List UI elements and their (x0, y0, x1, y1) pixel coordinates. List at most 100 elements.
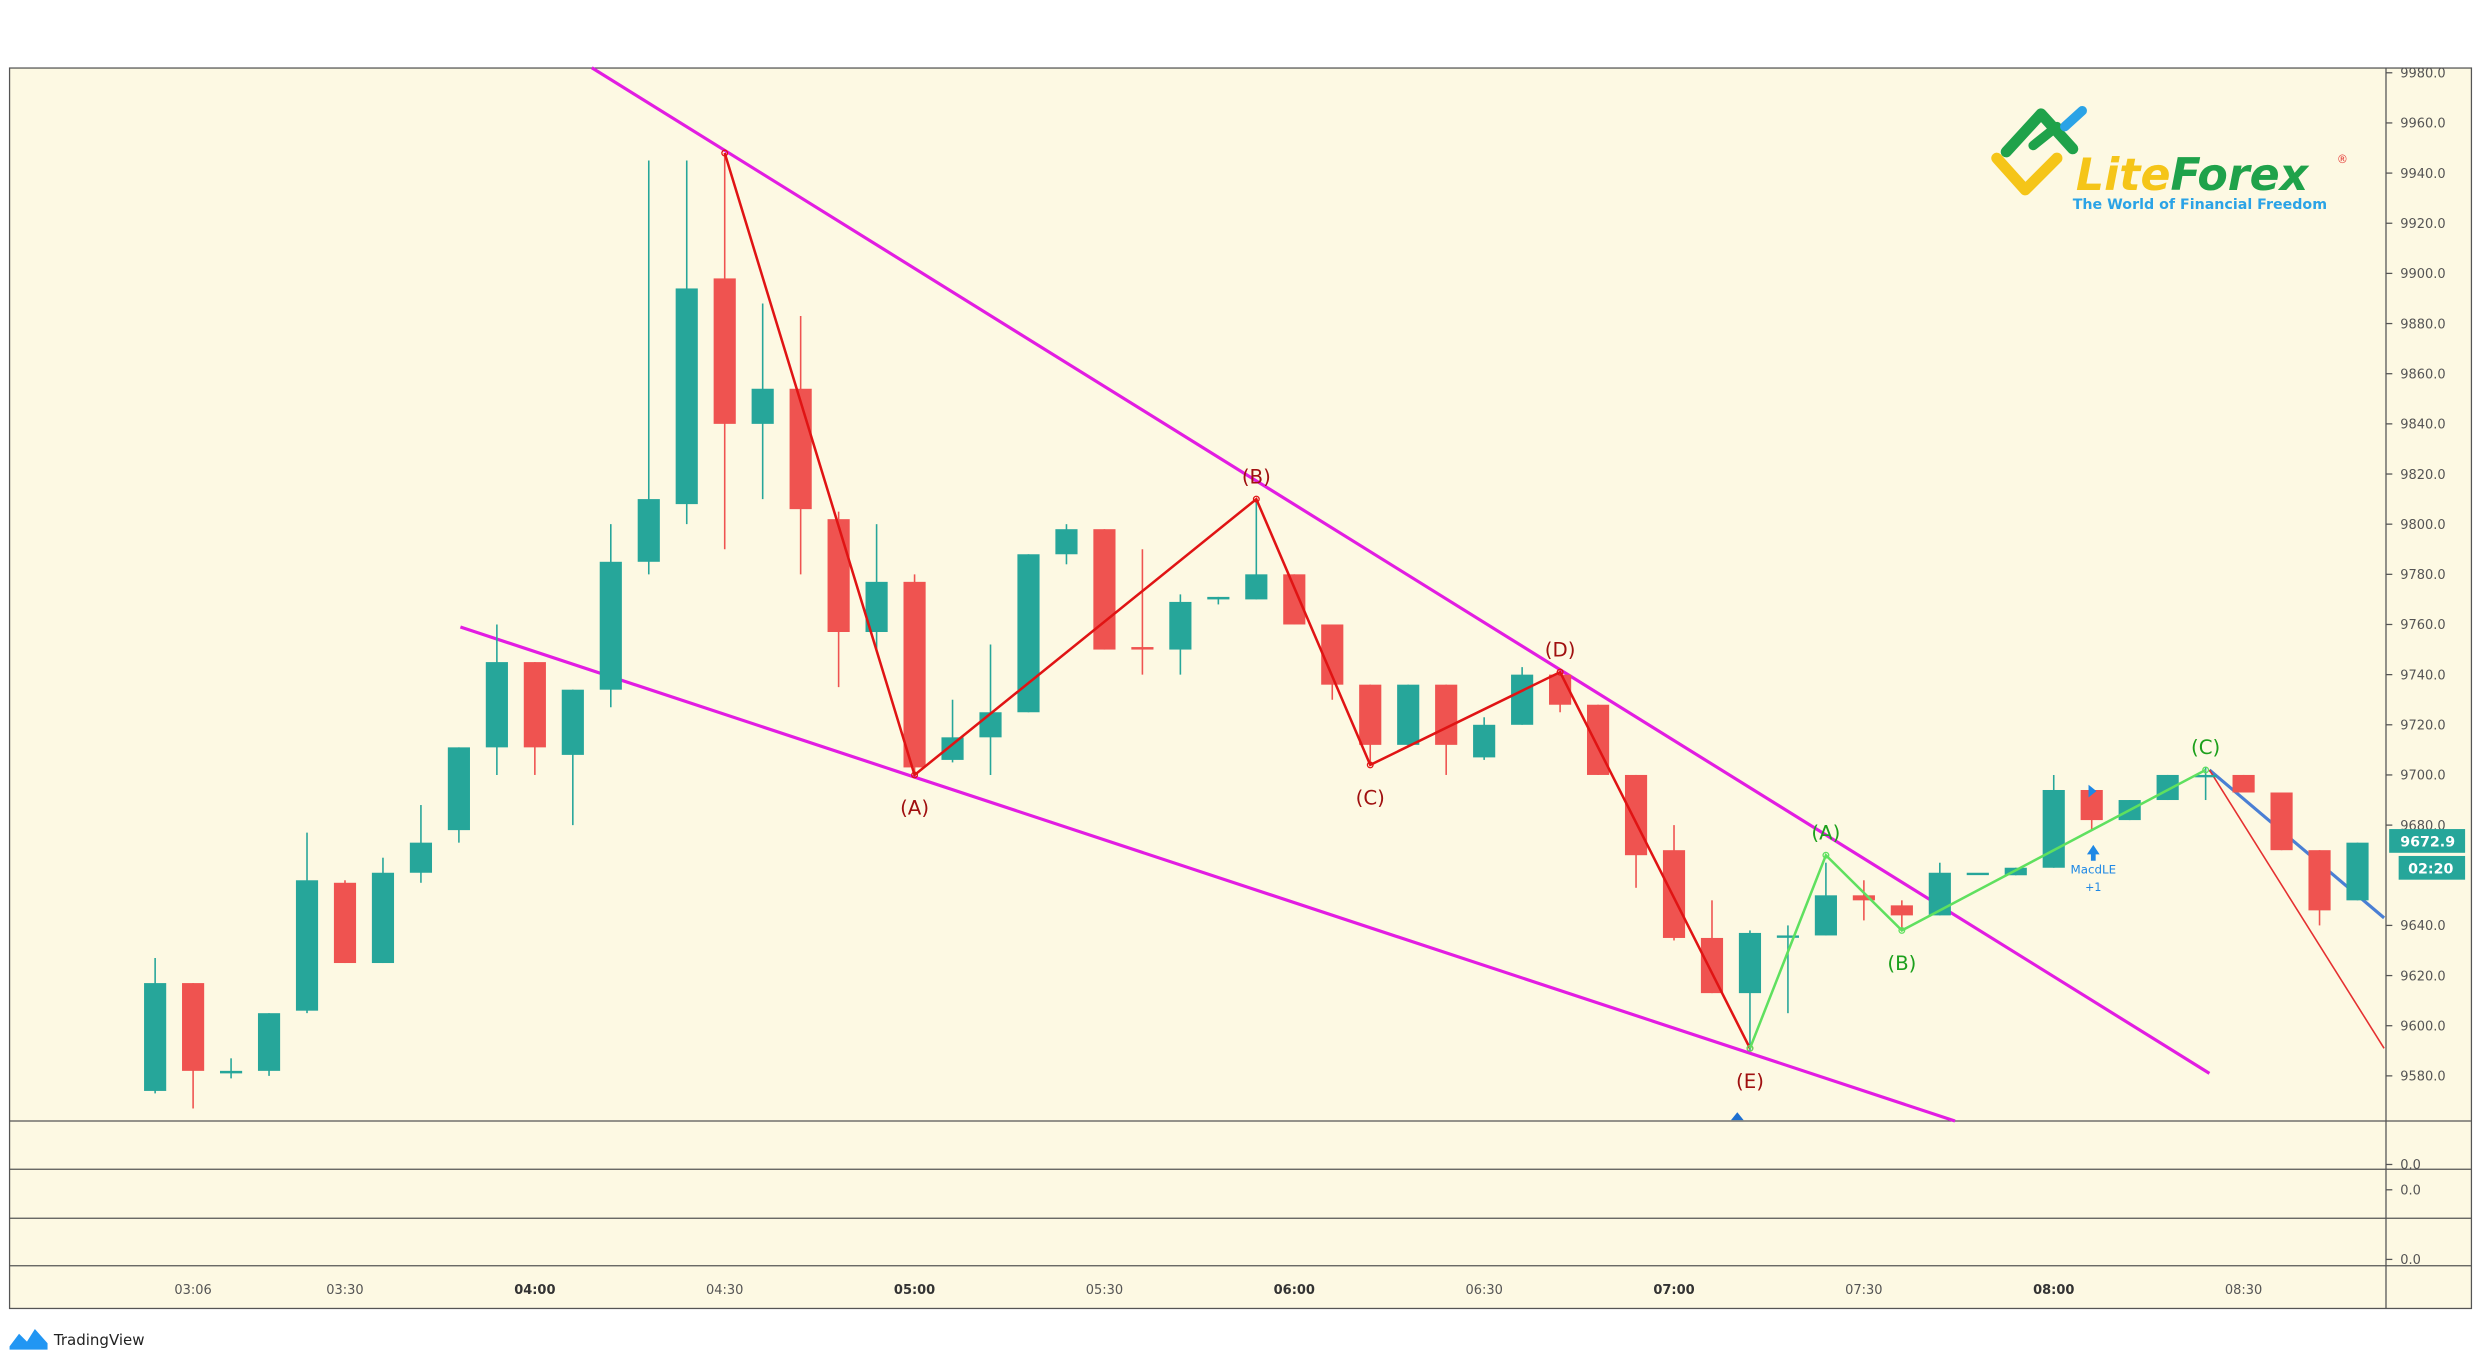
subpane-axis: 0.0 0.0 0.0 (2385, 1158, 2421, 1268)
tradingview-brand[interactable]: TradingView (9, 1329, 145, 1350)
candle (371, 857, 395, 964)
tradingview-label: TradingView (53, 1331, 145, 1349)
logo-name: LiteForex (2076, 150, 2310, 201)
price-tick-label: 9820.0 (2400, 468, 2445, 483)
candle (2080, 789, 2103, 831)
candle-body (713, 278, 736, 424)
candle-body (1131, 647, 1154, 650)
candle (333, 880, 357, 964)
price-tick-label: 9600.0 (2400, 1019, 2445, 1034)
candle (219, 1058, 243, 1079)
candle-body (144, 983, 167, 1091)
candle-body (827, 519, 850, 633)
countdown-label: 02:20 (2408, 861, 2453, 877)
candle-body (1700, 937, 1724, 994)
price-tick-label: 9780.0 (2400, 568, 2445, 583)
wave-point (721, 149, 729, 157)
candle (1207, 596, 1230, 605)
time-tick-label: 05:00 (894, 1283, 935, 1298)
time-tick-label: 04:00 (514, 1283, 555, 1298)
candle-body (1624, 774, 1648, 856)
wave-point (911, 771, 919, 779)
candle-body (1093, 529, 1116, 650)
candle (1814, 862, 1837, 936)
wave-label: (C) (2191, 736, 2220, 759)
candle-body (1283, 574, 1306, 625)
candle-body (561, 689, 584, 755)
time-tick-label: 07:30 (1845, 1283, 1882, 1298)
candle (1397, 684, 1420, 748)
thin-red-line[interactable] (2208, 769, 2385, 1049)
subpane-tick-label: 0.0 (2400, 1158, 2421, 1173)
time-tick-label: 04:30 (706, 1283, 743, 1298)
candle (1169, 594, 1192, 675)
wave-point (1746, 1044, 1754, 1052)
candle-body (1738, 932, 1762, 994)
logo-tagline: The World of Financial Freedom (2073, 197, 2327, 213)
candle (599, 524, 622, 708)
candle-body (751, 388, 774, 424)
price-tick-label: 9640.0 (2400, 919, 2445, 934)
candle (865, 524, 888, 650)
price-tick-label: 9620.0 (2400, 969, 2445, 984)
candle (1776, 925, 1800, 1014)
candle (1359, 684, 1382, 765)
red-wave-line[interactable] (723, 152, 1752, 1049)
candle (144, 958, 167, 1094)
current-price-label: 9672.9 (2400, 834, 2455, 850)
candle-body (485, 662, 508, 748)
candle (2232, 774, 2255, 793)
wave-point (1366, 761, 1374, 769)
candle (1738, 930, 1762, 1051)
logo-mark-icon (1991, 106, 2087, 196)
candle-body (1928, 872, 1951, 916)
candle (1283, 574, 1306, 625)
candle-body (409, 842, 433, 873)
candle (903, 574, 926, 775)
candle-body (447, 747, 470, 831)
candle-body (1017, 554, 1040, 713)
candle (1131, 549, 1154, 675)
candle-body (1321, 624, 1344, 685)
price-tick-label: 9900.0 (2400, 267, 2445, 282)
green-wave-line[interactable] (1748, 768, 2207, 1049)
candle-body (903, 581, 926, 768)
time-axis[interactable]: 03:06 03:30 04:00 04:30 05:00 05:30 06:00 06:30… (174, 1283, 2262, 1298)
wave-point (2202, 766, 2210, 774)
wave-point (1822, 851, 1830, 859)
lower-wedge-line[interactable] (459, 625, 1956, 1123)
candles (144, 153, 2369, 1109)
candle-body (333, 882, 357, 964)
time-tick-label: 07:00 (1653, 1283, 1694, 1298)
candle-body (182, 983, 205, 1071)
candle-body (789, 388, 812, 510)
wave-label: (A) (1811, 821, 1840, 844)
countdown-tag (2398, 855, 2466, 880)
candle (1245, 499, 1268, 600)
candle (1662, 825, 1686, 941)
candle-body (1662, 850, 1686, 938)
candle (2156, 774, 2179, 801)
time-tick-label: 03:30 (326, 1283, 363, 1298)
candle (941, 699, 964, 763)
candle (713, 153, 736, 550)
candle-body (257, 1013, 281, 1071)
candle (1321, 624, 1344, 700)
candle-body (599, 561, 622, 690)
price-tick-label: 9980.0 (2400, 67, 2445, 82)
candle (1093, 529, 1116, 650)
price-tick-label: 9880.0 (2400, 317, 2445, 332)
signal-qty: +1 (2085, 881, 2101, 894)
price-tick-label: 9920.0 (2400, 217, 2445, 232)
candle-body (1852, 895, 1875, 901)
price-tick-label: 9740.0 (2400, 668, 2445, 683)
price-tick-label: 9940.0 (2400, 167, 2445, 182)
subpane-tick-label: 0.0 (2400, 1253, 2421, 1268)
candle (523, 662, 546, 775)
price-tick-label: 9760.0 (2400, 618, 2445, 633)
price-tick-label: 9840.0 (2400, 418, 2445, 433)
candle-body (2270, 792, 2293, 851)
candle (485, 624, 508, 775)
logo-registered: ® (2337, 153, 2348, 166)
